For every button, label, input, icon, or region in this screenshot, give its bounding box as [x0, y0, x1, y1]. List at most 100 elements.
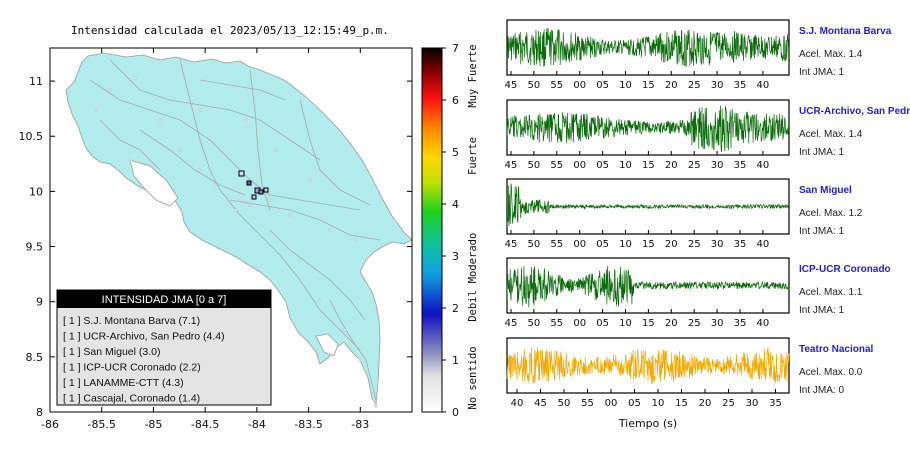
x-tick-label: -83 [351, 418, 369, 431]
seis-tick-label: 50 [558, 398, 571, 409]
seis-tick-label: 40 [511, 398, 524, 409]
legend-item: [ 1 ] UCR-Archivo, San Pedro (4.4) [63, 331, 225, 343]
seis-tick-label: 05 [596, 80, 609, 91]
y-tick-label: 8.5 [26, 351, 44, 364]
seis-tick-label: 50 [528, 239, 541, 250]
seismogram-trace [506, 347, 790, 384]
y-tick-label: 9 [36, 296, 43, 309]
seismogram-panel: 45 50 55 00 05 10 15 20 25 30 35 40 San Miguel Acel. … [505, 178, 863, 250]
colorbar-tick-label: 7 [452, 42, 459, 55]
colorbar-tick-label: 6 [452, 94, 459, 107]
int-jma: Int JMA: 1 [799, 226, 844, 237]
seis-tick-label: 45 [534, 398, 547, 409]
seismogram-panel: 40 45 50 55 00 05 10 15 20 25 30 35 Teatro Nacional A… [506, 337, 873, 409]
y-tick-label: 9.5 [26, 241, 44, 254]
acel-max: Acel. Max. 1.4 [799, 129, 863, 140]
legend-item: [ 1 ] San Miguel (3.0) [63, 346, 160, 358]
station-title: Teatro Nacional [799, 344, 873, 355]
seis-tick-label: 15 [675, 398, 688, 409]
station-marker [251, 194, 257, 200]
seis-tick-label: 00 [573, 239, 586, 250]
seis-tick-label: 15 [642, 160, 655, 171]
legend-title: INTENSIDAD JMA [0 a 7] [102, 294, 227, 306]
seis-tick-label: 55 [550, 160, 563, 171]
y-tick-label: 11 [29, 75, 43, 88]
x-tick-label: -86 [41, 418, 59, 431]
seis-tick-label: 50 [528, 160, 541, 171]
seis-tick-label: 00 [605, 398, 618, 409]
seis-tick-label: 25 [688, 318, 701, 329]
colorbar-tick-label: 5 [452, 146, 459, 159]
colorbar-tick-label: 2 [452, 302, 459, 315]
seis-tick-label: 55 [550, 318, 563, 329]
seis-tick-label: 20 [665, 318, 678, 329]
seismogram-panel: 45 50 55 00 05 10 15 20 25 30 35 40 ICP-UCR Coronado… [505, 257, 891, 329]
station-marker [246, 180, 252, 186]
colorbar-label: No sentido [467, 346, 479, 409]
map-x-ticks: -86 -85.5 -85 -84.5 -84 -83.5 -83 [41, 48, 369, 431]
seis-tick-label: 40 [757, 318, 770, 329]
colorbar-tick-label: 3 [452, 250, 459, 263]
seis-tick-label: 15 [642, 80, 655, 91]
seis-tick-label: 10 [619, 160, 632, 171]
seis-tick-label: 15 [642, 318, 655, 329]
seis-tick-label: 25 [688, 239, 701, 250]
int-jma: Int JMA: 1 [799, 147, 844, 158]
acel-max: Acel. Max. 0.0 [799, 367, 863, 378]
acel-max: Acel. Max. 1.1 [799, 287, 863, 298]
colorbar-label: Moderado [467, 233, 479, 284]
int-jma: Int JMA: 0 [799, 385, 844, 396]
seismogram-panel: 45 50 55 00 05 10 15 20 25 30 35 40 UCR-Archivo, San… [505, 99, 910, 171]
intensity-legend: INTENSIDAD JMA [0 a 7] [ 1 ] S.J. Montan… [56, 289, 272, 406]
seismogram-trace [506, 105, 790, 153]
seis-tick-label: 10 [619, 239, 632, 250]
colorbar-tick-label: 0 [452, 406, 459, 419]
seis-tick-label: 35 [734, 318, 747, 329]
legend-item: [ 1 ] ICP-UCR Coronado (2.2) [63, 362, 201, 374]
seis-tick-label: 55 [581, 398, 594, 409]
seis-tick-label: 05 [596, 160, 609, 171]
legend-item: [ 1 ] Cascajal, Coronado (1.4) [63, 393, 200, 405]
seismogram-trace [506, 183, 790, 228]
seis-tick-label: 30 [711, 80, 724, 91]
station-title: ICP-UCR Coronado [799, 264, 891, 275]
golfo-dulce-shape [315, 333, 339, 357]
x-tick-label: -85.5 [87, 418, 115, 431]
station-title: UCR-Archivo, San Pedro [799, 106, 910, 117]
seis-tick-label: 45 [505, 239, 518, 250]
seis-tick-label: 25 [688, 80, 701, 91]
seis-tick-label: 45 [505, 318, 518, 329]
gulf-shape [129, 159, 179, 207]
seis-tick-label: 40 [757, 239, 770, 250]
int-jma: Int JMA: 1 [799, 67, 844, 78]
seis-tick-label: 35 [734, 80, 747, 91]
seis-tick-label: 30 [746, 398, 759, 409]
seis-tick-label: 50 [528, 80, 541, 91]
land-shape [65, 52, 413, 406]
seis-tick-label: 25 [722, 398, 735, 409]
colorbar: 7 6 5 4 3 2 1 0 Muy Fuerte Fuerte Moderado Debil No… [421, 42, 479, 419]
colorbar-label: Debil [467, 290, 479, 322]
seis-tick-label: 10 [619, 80, 632, 91]
station-marker [238, 170, 245, 177]
colorbar-label: Fuerte [467, 137, 479, 175]
station-dots [94, 76, 378, 408]
seis-tick-label: 30 [711, 239, 724, 250]
seis-xlabel: Tiempo (s) [618, 417, 677, 430]
seismogram-trace [506, 265, 790, 308]
x-tick-label: -84 [248, 418, 266, 431]
colorbar-label: Muy Fuerte [467, 44, 479, 107]
station-title: San Miguel [799, 185, 852, 196]
station-marker [263, 187, 269, 193]
x-tick-label: -85 [144, 418, 162, 431]
seis-tick-label: 35 [769, 398, 782, 409]
seis-tick-label: 40 [757, 160, 770, 171]
seis-tick-label: 55 [550, 239, 563, 250]
seis-tick-label: 10 [619, 318, 632, 329]
seismogram-panel: 45 50 55 00 05 10 15 20 25 30 35 40 S.J. Montana Bar… [505, 19, 892, 91]
seis-tick-label: 05 [596, 318, 609, 329]
acel-max: Acel. Max. 1.4 [799, 49, 863, 60]
acel-max: Acel. Max. 1.2 [799, 208, 863, 219]
seis-tick-label: 40 [757, 80, 770, 91]
